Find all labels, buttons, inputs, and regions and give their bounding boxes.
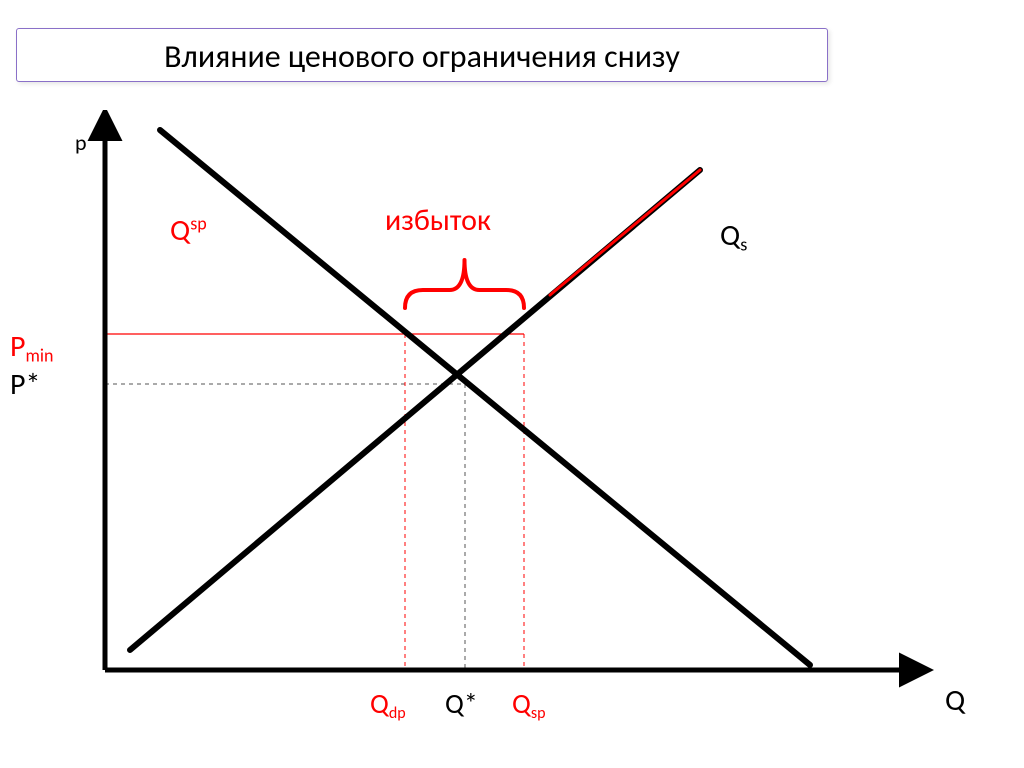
surplus-brace [405, 260, 524, 308]
label-Pmin: Pmin [10, 328, 53, 366]
x-axis-label: Q [945, 682, 966, 719]
label-Pstar: P* [10, 366, 40, 403]
label-Qstar: Q* [445, 686, 478, 721]
label-surplus: избыток [385, 202, 491, 239]
label-Qsp_top: Qsp [170, 212, 207, 249]
y-axis-label: p [75, 129, 87, 156]
chart-title: Влияние ценового ограничения снизу [164, 37, 680, 76]
label-Qdp: Qdp [370, 686, 406, 723]
econ-diagram: Qp избыток Qsp Qs PminP* Qdp Q* Qsp [0, 110, 1024, 760]
supply-curve-highlight [550, 170, 700, 295]
label-Qsp_bot: Qsp [512, 686, 546, 723]
chart-area: Qp избыток Qsp Qs PminP* Qdp Q* Qsp [0, 110, 1024, 760]
title-box: Влияние ценового ограничения снизу [16, 28, 828, 82]
label-Qs: Qs [720, 217, 747, 255]
